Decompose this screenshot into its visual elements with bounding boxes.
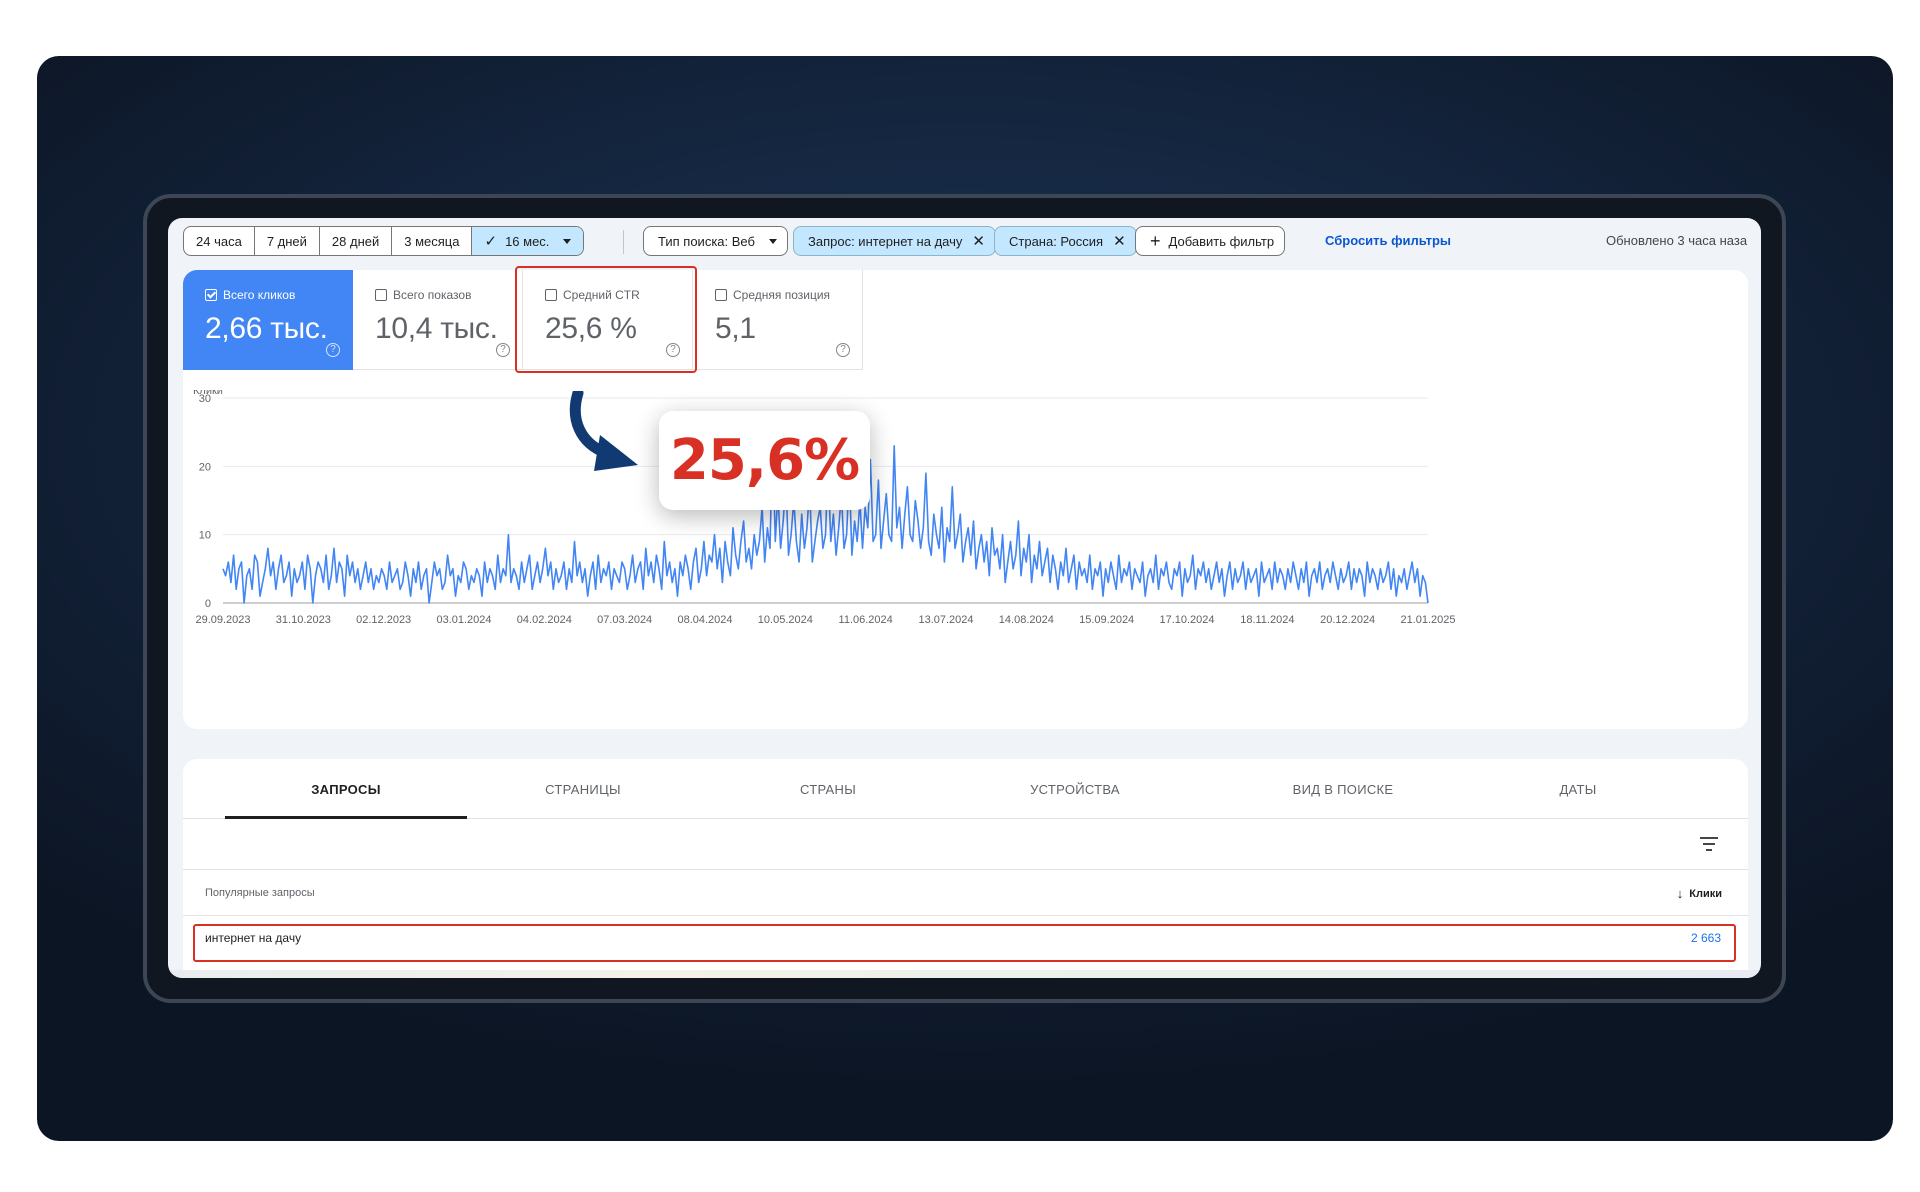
add-filter-label: Добавить фильтр <box>1168 233 1275 249</box>
table-header: Популярные запросы ↓ Клики <box>183 871 1748 916</box>
row-clicks-value: 2 663 <box>1690 931 1721 945</box>
y-tick-label: 10 <box>199 530 211 542</box>
tab-devices[interactable]: УСТРОЙСТВА <box>1030 781 1120 797</box>
column-header-clicks-label: Клики <box>1689 887 1722 900</box>
metric-average-position-header: Средняя позиция <box>715 288 842 302</box>
row-query-text: интернет на дачу <box>205 931 302 945</box>
x-tick-label: 15.09.2024 <box>1079 614 1134 626</box>
tab-dates[interactable]: ДАТЫ <box>1559 781 1597 797</box>
bottom-cutoff-strip <box>168 970 1761 978</box>
checkbox-icon <box>545 289 557 301</box>
range-28d-button[interactable]: 28 дней <box>320 227 393 255</box>
add-filter-button[interactable]: + Добавить фильтр <box>1135 226 1286 256</box>
x-tick-label: 08.04.2024 <box>677 614 732 626</box>
metric-average-ctr[interactable]: Средний CTR 25,6 % ? <box>523 270 693 370</box>
close-icon[interactable]: ✕ <box>1113 233 1126 250</box>
x-tick-label: 13.07.2024 <box>918 614 973 626</box>
country-filter-chip[interactable]: Страна: Россия ✕ <box>994 226 1137 256</box>
active-tab-indicator <box>225 816 467 819</box>
range-3m-button[interactable]: 3 месяца <box>392 227 473 255</box>
tab-queries[interactable]: ЗАПРОСЫ <box>311 781 381 797</box>
clicks-series-line <box>222 431 1429 604</box>
metric-average-position-label: Средняя позиция <box>733 288 831 302</box>
table-row[interactable]: интернет на дачу 2 663 <box>183 917 1748 957</box>
x-tick-label: 20.12.2024 <box>1320 614 1375 626</box>
search-console-screen: 24 часа 7 дней 28 дней 3 месяца ✓ 16 мес… <box>168 218 1761 978</box>
x-tick-label: 29.09.2023 <box>195 614 250 626</box>
ctr-callout-value: 25,6% <box>669 428 860 493</box>
close-icon[interactable]: ✕ <box>972 233 985 250</box>
x-tick-label: 02.12.2023 <box>356 614 411 626</box>
chevron-down-icon <box>563 238 572 244</box>
checkbox-icon <box>715 289 727 301</box>
plus-icon: + <box>1150 231 1161 251</box>
x-tick-label: 18.11.2024 <box>1240 614 1294 626</box>
range-7d-button[interactable]: 7 дней <box>255 227 320 255</box>
x-tick-label: 03.01.2024 <box>436 614 491 626</box>
y-tick-label: 20 <box>199 461 211 473</box>
tab-pages[interactable]: СТРАНИЦЫ <box>545 781 621 797</box>
curved-arrow-icon <box>569 391 638 471</box>
toolbar: 24 часа 7 дней 28 дней 3 месяца ✓ 16 мес… <box>183 226 1761 256</box>
dimension-tabs: ЗАПРОСЫ СТРАНИЦЫ СТРАНЫ УСТРОЙСТВА ВИД В… <box>183 759 1748 819</box>
country-filter-label: Страна: Россия <box>1009 233 1104 249</box>
query-row-highlight-box <box>193 924 1736 962</box>
clicks-line-chart: Клики 0 10 20 30 29.09.2023 31.10.2023 02.12.20… <box>193 390 1456 626</box>
metric-average-position-value: 5,1 <box>715 312 756 345</box>
x-tick-label: 07.03.2024 <box>597 614 652 626</box>
y-tick-label: 0 <box>205 598 211 610</box>
metric-average-ctr-value: 25,6 % <box>545 312 637 345</box>
toolbar-divider <box>623 230 624 254</box>
range-16m-label: 16 мес. <box>505 233 550 249</box>
date-range-selector: 24 часа 7 дней 28 дней 3 месяца ✓ 16 мес… <box>183 226 585 256</box>
tab-countries[interactable]: СТРАНЫ <box>799 781 857 797</box>
ctr-highlight-box <box>515 266 697 373</box>
x-tick-label: 11.06.2024 <box>839 614 893 626</box>
query-filter-label: Запрос: интернет на дачу <box>808 233 963 249</box>
metric-total-clicks-label: Всего кликов <box>223 288 296 302</box>
ctr-callout: 25,6% <box>659 411 870 510</box>
checkbox-icon <box>375 289 387 301</box>
x-tick-label: 17.10.2024 <box>1159 614 1214 626</box>
check-icon: ✓ <box>484 233 498 250</box>
query-filter-chip[interactable]: Запрос: интернет на дачу ✕ <box>793 226 996 256</box>
range-24h-button[interactable]: 24 часа <box>184 227 255 255</box>
x-tick-label: 21.01.2025 <box>1400 614 1455 626</box>
metric-average-ctr-header: Средний CTR <box>545 288 672 302</box>
dimensions-card: ЗАПРОСЫ СТРАНИЦЫ СТРАНЫ УСТРОЙСТВА ВИД В… <box>183 759 1748 978</box>
x-tick-label: 10.05.2024 <box>758 614 813 626</box>
x-tick-label: 04.02.2024 <box>517 614 572 626</box>
tab-search-appearance[interactable]: ВИД В ПОИСКЕ <box>1292 781 1394 797</box>
search-type-dropdown[interactable]: Тип поиска: Веб <box>643 226 788 256</box>
help-icon[interactable]: ? <box>836 343 850 357</box>
metric-total-clicks[interactable]: Всего кликов 2,66 тыс. ? <box>183 270 353 370</box>
y-tick-label: 30 <box>199 393 211 405</box>
chevron-down-icon <box>768 238 777 244</box>
search-type-label: Тип поиска: Веб <box>658 233 755 249</box>
column-header-query[interactable]: Популярные запросы <box>205 887 315 899</box>
reset-filters-link[interactable]: Сбросить фильтры <box>1325 233 1452 248</box>
last-updated-text: Обновлено 3 часа наза <box>1606 233 1748 248</box>
sort-desc-icon: ↓ <box>1676 886 1684 901</box>
x-tick-label: 31.10.2023 <box>276 614 331 626</box>
metric-average-position[interactable]: Средняя позиция 5,1 ? <box>693 270 863 370</box>
metric-total-impressions-value: 10,4 тыс. <box>375 312 498 345</box>
performance-card: Всего кликов 2,66 тыс. ? Всего показов 1… <box>183 270 1748 729</box>
metric-total-clicks-header: Всего кликов <box>205 288 332 302</box>
checkbox-checked-icon <box>205 289 217 301</box>
range-16m-button[interactable]: ✓ 16 мес. <box>472 227 584 255</box>
metric-total-impressions[interactable]: Всего показов 10,4 тыс. ? <box>353 270 523 370</box>
filter-icon[interactable] <box>1700 837 1718 851</box>
table-filter-row <box>183 820 1748 870</box>
y-axis-label: Клики <box>193 390 223 397</box>
metric-total-impressions-header: Всего показов <box>375 288 502 302</box>
help-icon[interactable]: ? <box>666 343 680 357</box>
column-header-clicks[interactable]: ↓ Клики <box>1677 886 1722 901</box>
metric-total-impressions-label: Всего показов <box>393 288 472 302</box>
help-icon[interactable]: ? <box>326 343 340 357</box>
x-tick-label: 14.08.2024 <box>999 614 1054 626</box>
help-icon[interactable]: ? <box>496 343 510 357</box>
metric-total-clicks-value: 2,66 тыс. <box>205 312 328 345</box>
metric-average-ctr-label: Средний CTR <box>563 288 640 302</box>
